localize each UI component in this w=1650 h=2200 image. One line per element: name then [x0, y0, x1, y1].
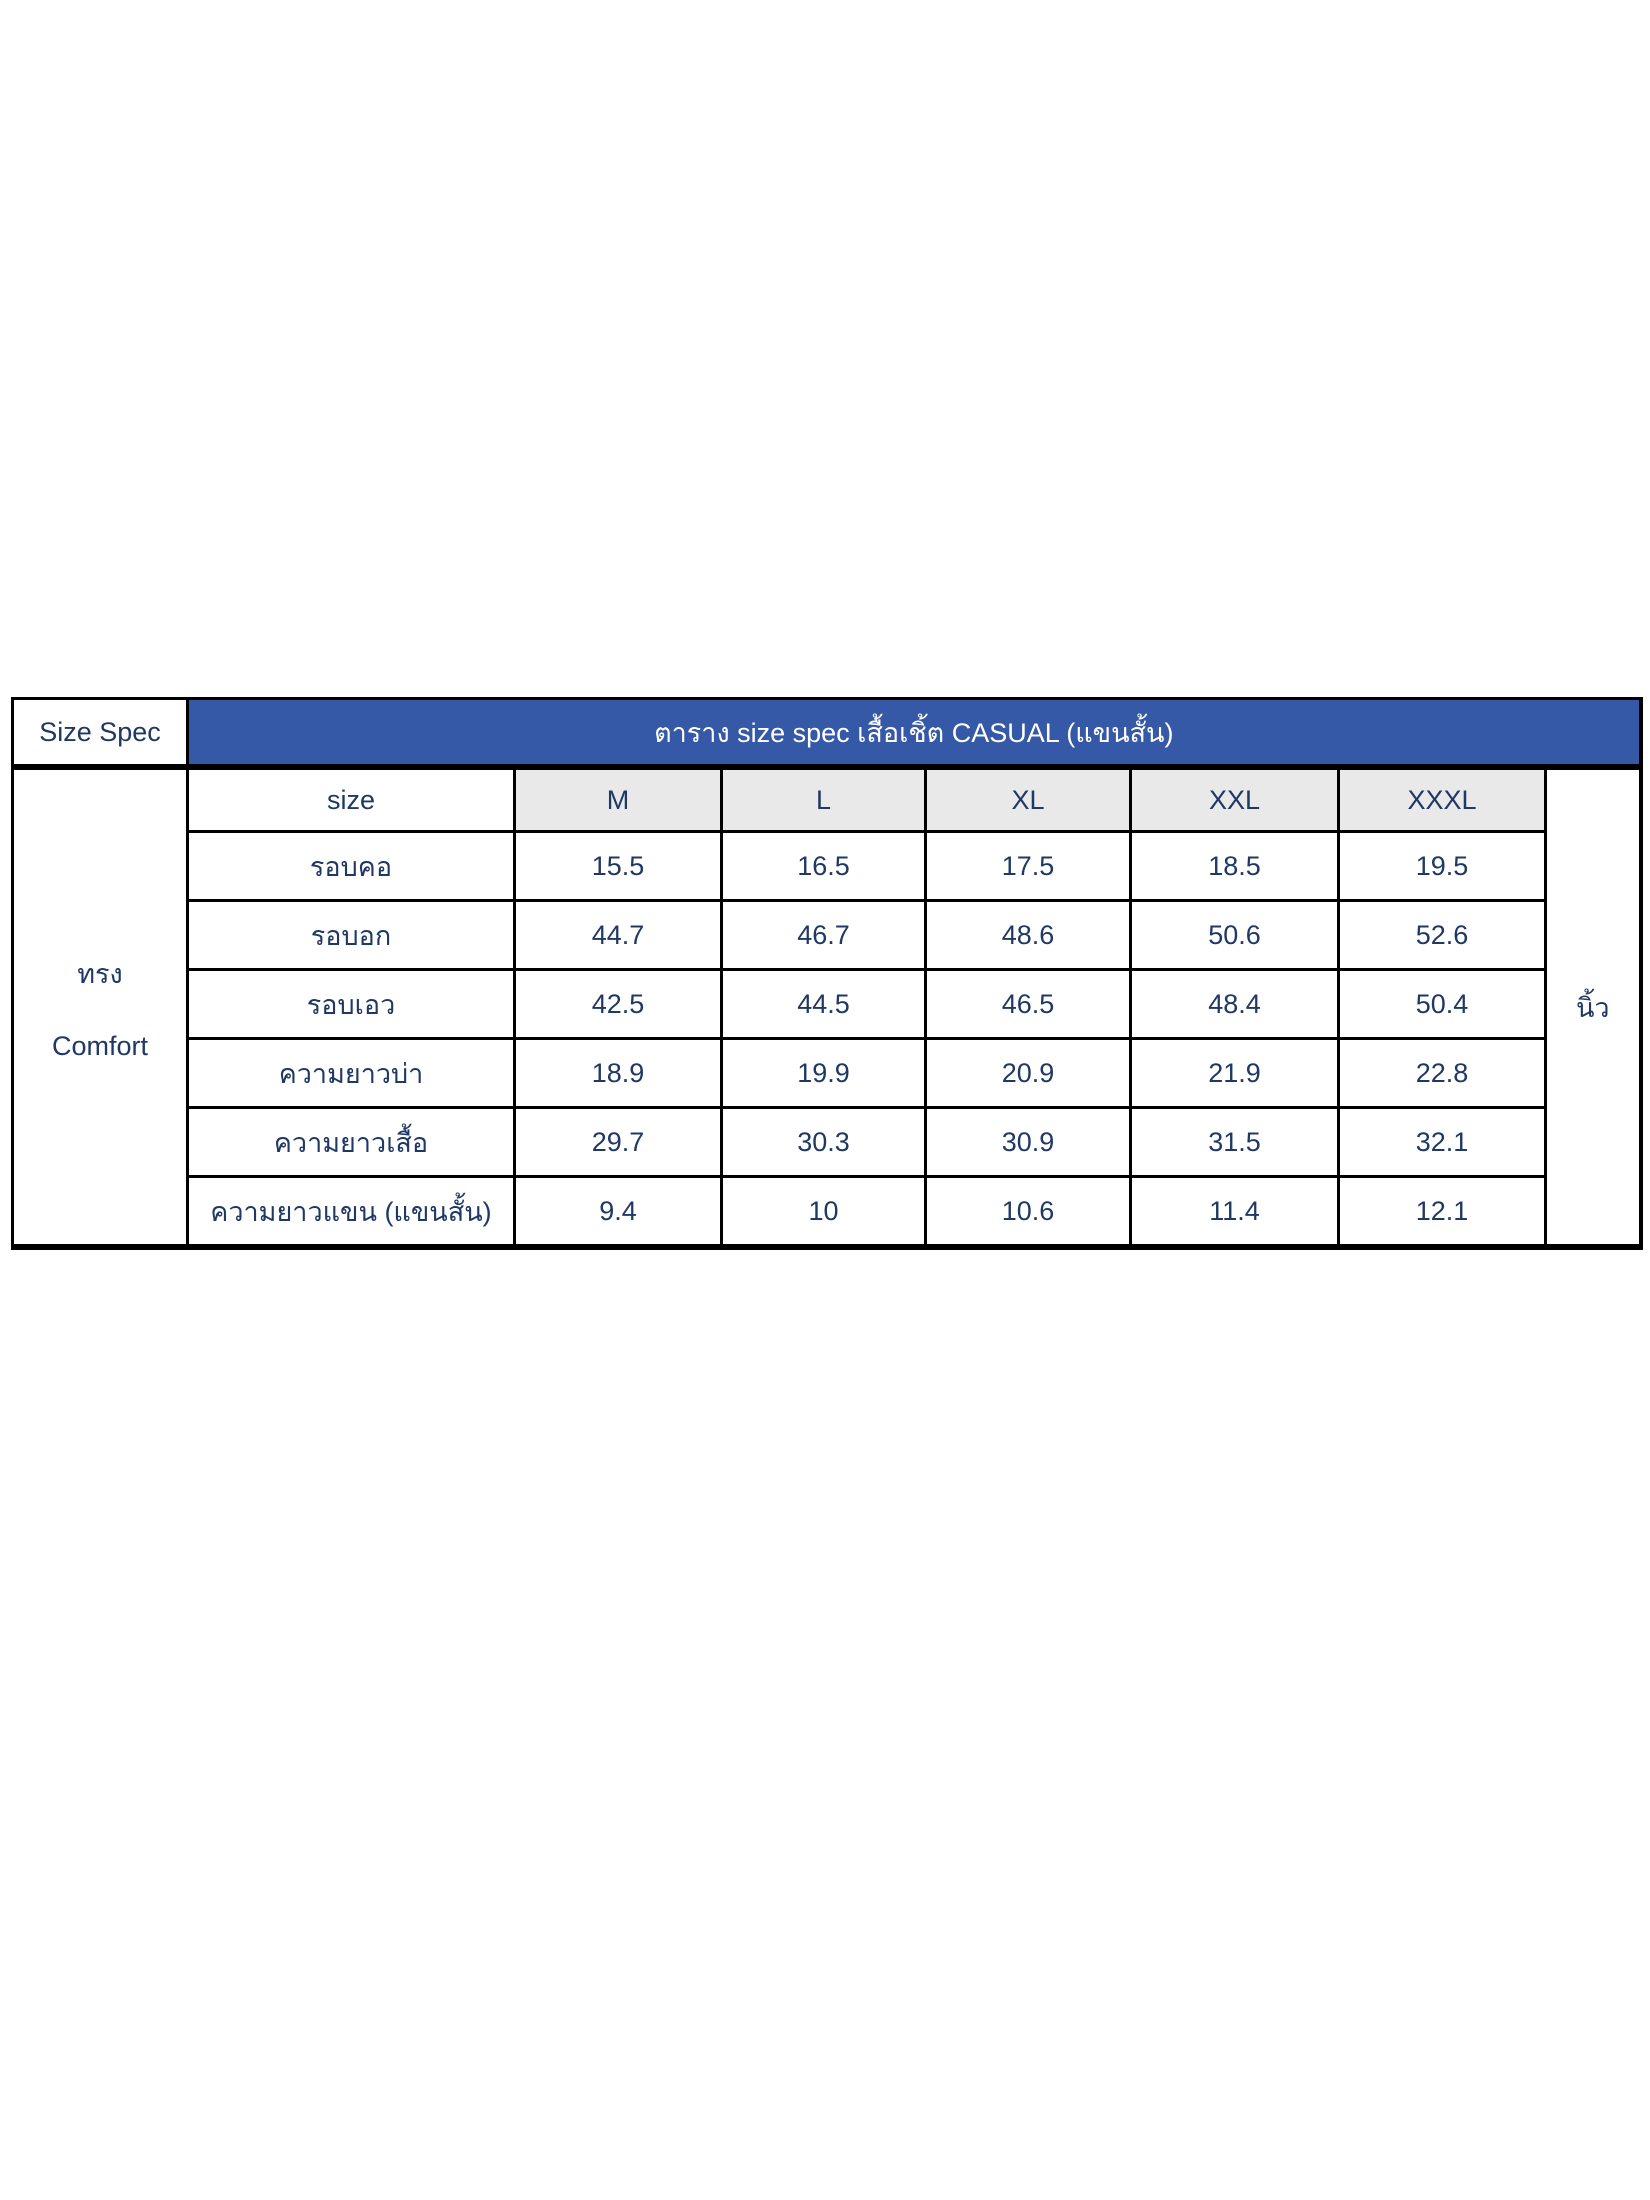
row-label: รอบคอ [186, 830, 516, 902]
row-label: รอบเอว [186, 968, 516, 1040]
value-cell: 31.5 [1129, 1106, 1340, 1178]
value-cell: 17.5 [924, 830, 1132, 902]
row-label: ความยาวแขน (แขนสั้น) [186, 1175, 516, 1250]
size-column-l: L [720, 765, 927, 833]
fit-type-cell: ทรง Comfort [11, 765, 189, 1249]
value-cell: 48.6 [924, 899, 1132, 971]
row-label: ความยาวบ่า [186, 1037, 516, 1109]
table-title: ตาราง size spec เสื้อเชิ้ต CASUAL (แขนสั… [185, 697, 1643, 770]
value-cell: 16.5 [720, 830, 927, 902]
size-header-label: size [186, 765, 516, 833]
value-cell: 18.9 [513, 1037, 723, 1109]
value-cell: 32.1 [1337, 1106, 1547, 1178]
value-cell: 10.6 [924, 1175, 1132, 1250]
table-row-chest: รอบอก 44.7 46.7 48.6 50.6 52.6 [13, 899, 1641, 971]
value-cell: 12.1 [1337, 1175, 1547, 1250]
size-column-xxxl: XXXL [1337, 765, 1547, 833]
size-column-m: M [513, 765, 723, 833]
table-row-neck: รอบคอ 15.5 16.5 17.5 18.5 19.5 [13, 830, 1641, 902]
value-cell: 22.8 [1337, 1037, 1547, 1109]
row-label: ความยาวเสื้อ [186, 1106, 516, 1178]
size-spec-table: Size Spec ตาราง size spec เสื้อเชิ้ต CAS… [11, 697, 1643, 1250]
value-cell: 44.5 [720, 968, 927, 1040]
value-cell: 44.7 [513, 899, 723, 971]
fit-type-line1: ทรง [77, 959, 123, 989]
value-cell: 15.5 [513, 830, 723, 902]
value-cell: 52.6 [1337, 899, 1547, 971]
value-cell: 30.9 [924, 1106, 1132, 1178]
size-column-xl: XL [924, 765, 1132, 833]
size-column-xxl: XXL [1129, 765, 1340, 833]
table-row-shoulder: ความยาวบ่า 18.9 19.9 20.9 21.9 22.8 [13, 1037, 1641, 1109]
value-cell: 21.9 [1129, 1037, 1340, 1109]
table-row-body-length: ความยาวเสื้อ 29.7 30.3 30.9 31.5 32.1 [13, 1106, 1641, 1178]
value-cell: 42.5 [513, 968, 723, 1040]
value-cell: 29.7 [513, 1106, 723, 1178]
value-cell: 30.3 [720, 1106, 927, 1178]
value-cell: 50.6 [1129, 899, 1340, 971]
value-cell: 10 [720, 1175, 927, 1250]
value-cell: 50.4 [1337, 968, 1547, 1040]
value-cell: 48.4 [1129, 968, 1340, 1040]
size-header-row: ทรง Comfort size M L XL XXL XXXL นิ้ว [11, 765, 1643, 1249]
value-cell: 46.7 [720, 899, 927, 971]
value-cell: 19.5 [1337, 830, 1547, 902]
value-cell: 19.9 [720, 1037, 927, 1109]
row-label: รอบอก [186, 899, 516, 971]
table-header-row: Size Spec ตาราง size spec เสื้อเชิ้ต CAS… [11, 697, 1643, 770]
table-row-waist: รอบเอว 42.5 44.5 46.5 48.4 50.4 [13, 968, 1641, 1040]
fit-type-line2: Comfort [51, 1031, 149, 1061]
value-cell: 18.5 [1129, 830, 1340, 902]
value-cell: 20.9 [924, 1037, 1132, 1109]
table-row-sleeve-length: ความยาวแขน (แขนสั้น) 9.4 10 10.6 11.4 12… [13, 1175, 1641, 1250]
corner-label: Size Spec [11, 697, 189, 770]
value-cell: 46.5 [924, 968, 1132, 1040]
value-cell: 9.4 [513, 1175, 723, 1250]
unit-label: นิ้ว [1543, 765, 1643, 1249]
value-cell: 11.4 [1129, 1175, 1340, 1250]
